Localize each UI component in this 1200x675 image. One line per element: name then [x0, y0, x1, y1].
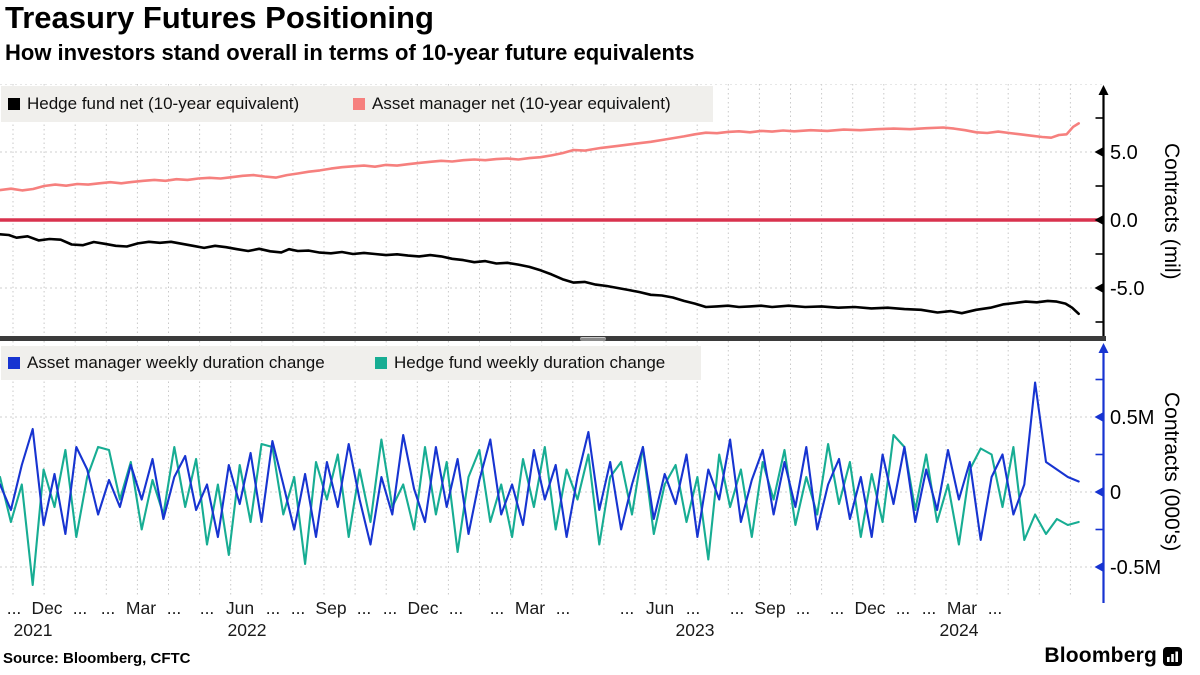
y-axis-arrow-icon	[1098, 343, 1109, 353]
chart-subtitle: How investors stand overall in terms of …	[5, 40, 695, 65]
x-axis-year: 2021	[13, 620, 53, 640]
y-axis-major-tick	[1094, 562, 1104, 572]
legend-label: Asset manager weekly duration change	[27, 353, 325, 372]
x-axis-year: 2024	[939, 620, 979, 640]
y-axis-tick-label: 0.0	[1110, 210, 1138, 232]
y-axis-major-tick	[1094, 283, 1104, 293]
x-axis-years: 2021 2022 2023 2024	[0, 620, 1120, 644]
legend-hedge-fund-net: Hedge fund net (10-year equivalent)	[8, 86, 299, 122]
x-axis-month-label: Dec	[854, 598, 886, 618]
x-axis-ellipsis-label: ...	[619, 598, 635, 618]
bloomberg-wordmark: Bloomberg	[1044, 644, 1157, 667]
x-axis-ellipsis-label: ...	[895, 598, 911, 618]
x-axis-labels: ... Dec...... Mar...... Jun...... Sep...... D…	[0, 598, 1120, 622]
y-axis-arrow-icon	[1098, 85, 1109, 95]
x-axis-month-label: Jun	[645, 598, 675, 618]
x-axis-month-label: Mar	[514, 598, 546, 618]
x-axis-ellipsis-label: ...	[555, 598, 571, 618]
asset-manager-swatch-icon	[353, 98, 365, 110]
x-axis-year: 2023	[675, 620, 715, 640]
x-axis-year: 2022	[227, 620, 267, 640]
x-axis-ellipsis-label: ...	[199, 598, 215, 618]
x-axis-month-label: Jun	[225, 598, 255, 618]
x-axis-ellipsis-label: ...	[829, 598, 845, 618]
y-axis-tick-label: -0.5M	[1110, 557, 1161, 579]
x-axis-ellipsis-label: ...	[265, 598, 281, 618]
y-axis-tick-label: -5.0	[1110, 278, 1144, 300]
hedge-fund-swatch-icon	[8, 98, 20, 110]
panel-separator	[0, 336, 1106, 341]
x-axis-month-label: Mar	[125, 598, 157, 618]
y-axis-tick-label: 5.0	[1110, 142, 1138, 164]
x-axis-ellipsis-label: ...	[6, 598, 22, 618]
x-axis-ellipsis-label: ...	[290, 598, 306, 618]
panel-resize-handle-icon[interactable]	[580, 337, 606, 341]
y-axis-title-top: Contracts (mil)	[1160, 142, 1183, 280]
x-axis-ellipsis-label: ...	[72, 598, 88, 618]
bloomberg-logo-icon	[1163, 646, 1182, 666]
y-axis-major-tick	[1094, 487, 1104, 497]
legend-bottom: Asset manager weekly duration change Hed…	[1, 346, 701, 380]
x-axis-month-label: Sep	[315, 598, 347, 618]
legend-label: Asset manager net (10-year equivalent)	[372, 94, 671, 113]
x-axis-ellipsis-label: ...	[921, 598, 937, 618]
y-axis-tick-label: 0.5M	[1110, 407, 1154, 429]
x-axis-ellipsis-label: ...	[729, 598, 745, 618]
source-credit: Source: Bloomberg, CFTC	[3, 650, 191, 667]
legend-label: Hedge fund weekly duration change	[394, 353, 666, 372]
legend-am-weekly-duration: Asset manager weekly duration change	[8, 346, 325, 380]
x-axis-month-label: Mar	[946, 598, 978, 618]
x-axis-month-label: Dec	[31, 598, 63, 618]
legend-hf-weekly-duration: Hedge fund weekly duration change	[375, 346, 665, 380]
y-axis-major-tick	[1094, 412, 1104, 422]
asset-manager-net-10-year-equivalent--line	[0, 122, 1080, 192]
legend-top: Hedge fund net (10-year equivalent) Asse…	[1, 86, 713, 122]
chart-bottom-panel: 0.5M 0 -0.5M	[0, 341, 1161, 603]
x-axis-ellipsis-label: ...	[448, 598, 464, 618]
y-axis-major-tick	[1094, 147, 1104, 157]
y-axis-major-tick	[1094, 215, 1104, 225]
x-axis-ellipsis-label: ...	[795, 598, 811, 618]
x-axis-month-label: Sep	[754, 598, 786, 618]
chart-title: Treasury Futures Positioning	[5, 0, 434, 35]
y-axis-title-bottom: Contracts (000's)	[1160, 392, 1183, 552]
x-axis-ellipsis-label: ...	[166, 598, 182, 618]
y-axis-tick-label: 0	[1110, 482, 1121, 504]
am-duration-swatch-icon	[8, 357, 20, 369]
x-axis-ellipsis-label: ...	[382, 598, 398, 618]
chart-top-panel: 5.0 0.0 -5.0	[0, 84, 1144, 338]
hedge-fund-net-10-year-equivalent--line	[0, 233, 1080, 316]
legend-asset-manager-net: Asset manager net (10-year equivalent)	[353, 86, 671, 122]
asset-manager-weekly-duration-change-line	[0, 381, 1080, 546]
x-axis-ellipsis-label: ...	[356, 598, 372, 618]
x-axis-ellipsis-label: ...	[489, 598, 505, 618]
hf-duration-swatch-icon	[375, 357, 387, 369]
x-axis-ellipsis-label: ...	[987, 598, 1003, 618]
x-axis-ellipsis-label: ...	[685, 598, 701, 618]
x-axis-ellipsis-label: ...	[100, 598, 116, 618]
x-axis-month-label: Dec	[407, 598, 439, 618]
bloomberg-logo: Bloomberg	[1044, 644, 1182, 668]
legend-label: Hedge fund net (10-year equivalent)	[27, 94, 300, 113]
